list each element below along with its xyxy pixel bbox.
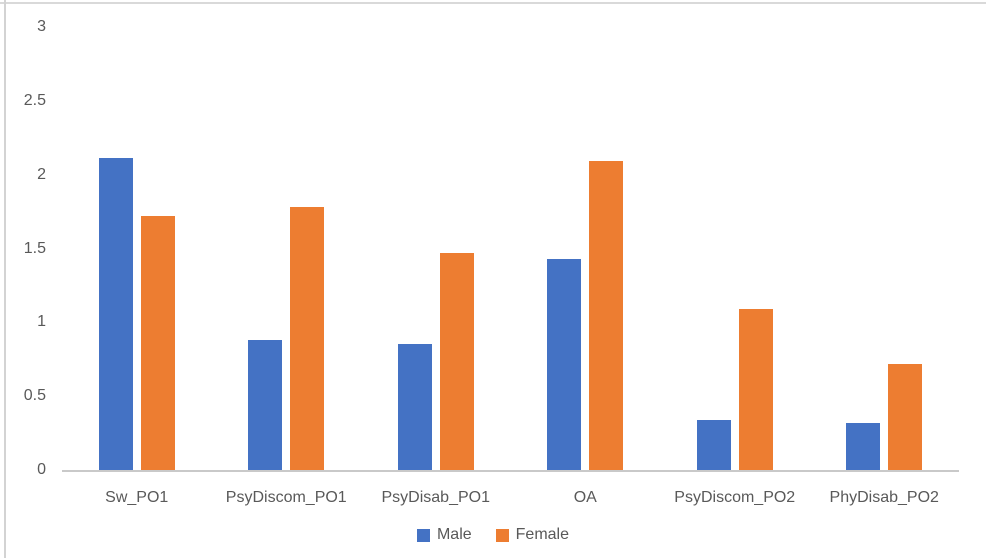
bar-female-PhyDisab_PO2	[888, 363, 923, 470]
legend-swatch-icon	[495, 528, 509, 542]
legend-item-male: Male	[416, 526, 472, 543]
frame-border-left	[4, 0, 6, 558]
bar-male-OA	[547, 258, 582, 470]
legend-item-female: Female	[495, 526, 570, 543]
bar-male-PsyDisab_PO1	[397, 344, 432, 470]
bar-female-PsyDiscom_PO2	[738, 309, 773, 470]
bar-female-OA	[589, 161, 624, 470]
bar-male-PsyDiscom_PO1	[248, 340, 283, 470]
y-axis-tick-label: 0.5	[23, 387, 46, 405]
y-axis-tick-label: 0	[37, 461, 46, 478]
legend-label: Male	[436, 526, 472, 543]
bar-female-PsyDiscom_PO1	[290, 207, 325, 470]
bar-male-Sw_PO1	[98, 158, 133, 470]
legend-swatch-icon	[416, 528, 430, 542]
y-axis-tick-label: 3	[37, 18, 46, 35]
x-axis-category-label: Sw_PO1	[105, 489, 169, 506]
y-axis-tick-label: 2	[37, 165, 46, 183]
y-axis-tick-label: 1	[37, 313, 46, 331]
x-axis-category-label: OA	[573, 489, 597, 506]
x-axis-category-label: PhyDisab_PO2	[829, 489, 939, 506]
bar-female-PsyDisab_PO1	[439, 252, 474, 470]
y-axis-tick-label: 2.5	[23, 91, 46, 109]
bar-female-Sw_PO1	[140, 216, 175, 470]
y-axis-tick-label: 1.5	[23, 239, 46, 257]
x-axis-line	[62, 470, 959, 472]
bar-male-PsyDiscom_PO2	[696, 419, 731, 470]
bar-male-PhyDisab_PO2	[846, 422, 881, 470]
legend-label: Female	[515, 526, 570, 543]
x-axis-category-label: PsyDisab_PO1	[381, 489, 491, 506]
frame-border-top	[0, 2, 986, 4]
x-axis-category-label: PsyDiscom_PO1	[225, 489, 347, 506]
x-axis-category-label: PsyDiscom_PO2	[674, 489, 796, 506]
legend: Male Female	[0, 527, 986, 543]
